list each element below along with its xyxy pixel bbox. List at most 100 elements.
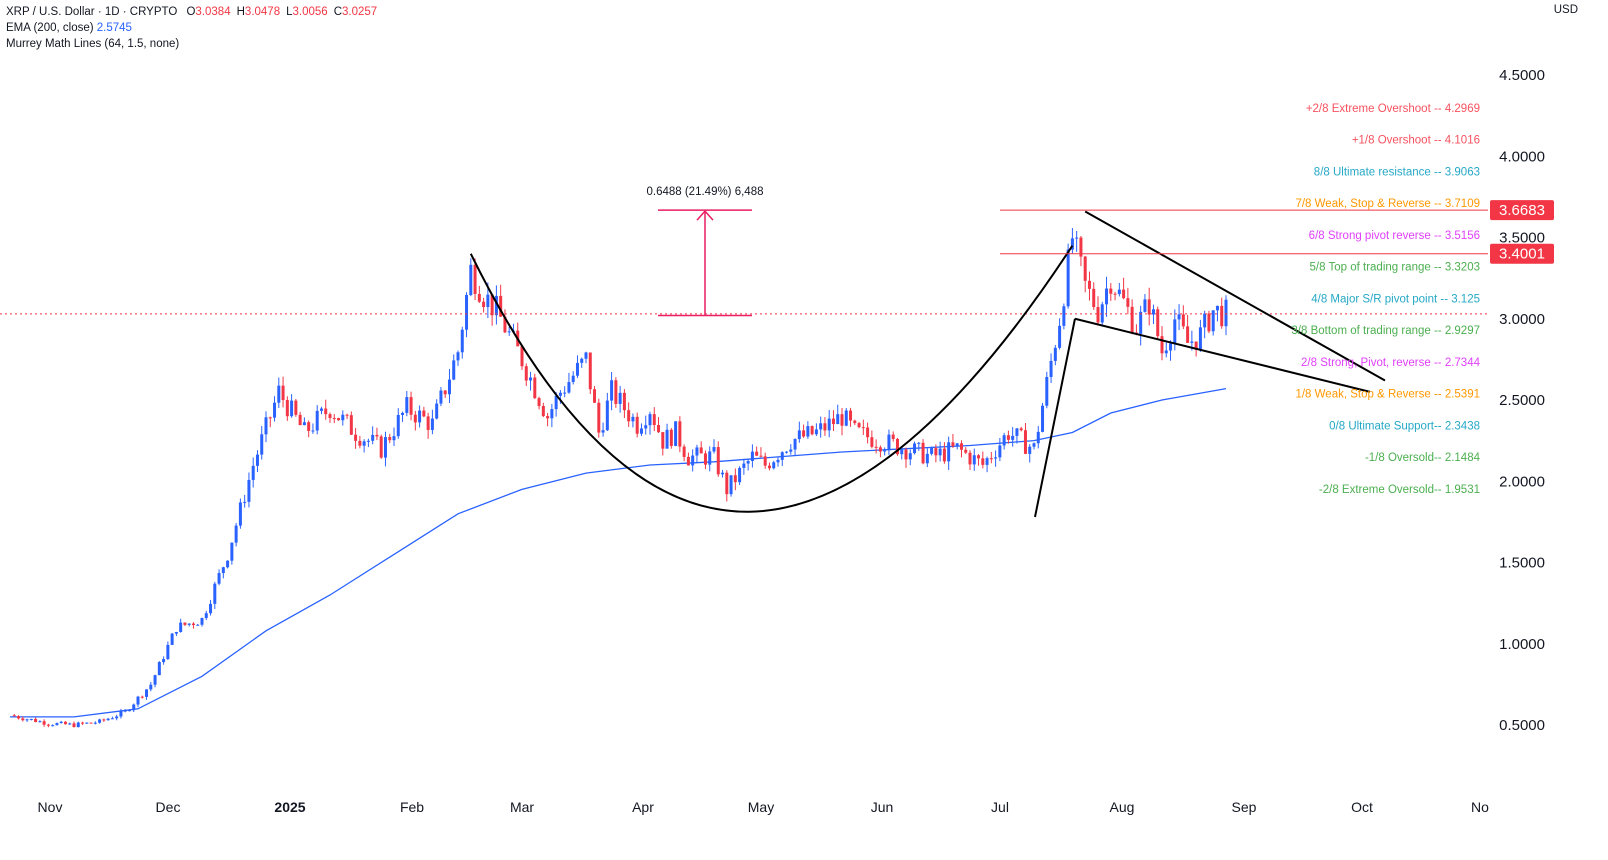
candle-body: [162, 659, 166, 663]
candle-body: [1194, 341, 1198, 350]
candle-body: [721, 472, 725, 475]
candle-body: [34, 718, 38, 723]
candle-body: [1164, 350, 1168, 354]
candle-body: [123, 710, 127, 712]
ema-line: [10, 387, 1227, 718]
candle-body: [1151, 309, 1155, 315]
murrey-line-label: -1/8 Oversold-- 2.1484: [1365, 452, 1481, 464]
candle-body: [763, 456, 767, 466]
candle-body: [1139, 311, 1143, 334]
candle-body: [567, 382, 571, 393]
candle-body: [725, 472, 729, 495]
x-tick-label: Jul: [991, 799, 1009, 815]
candle-body: [396, 414, 400, 437]
candle-body: [25, 719, 29, 721]
candle-body: [674, 421, 678, 446]
candle-body: [255, 454, 259, 466]
candle-body: [563, 392, 567, 394]
candle-body: [55, 723, 59, 726]
candle-body: [934, 448, 938, 456]
currency-label[interactable]: USD: [1553, 4, 1578, 16]
ohlc-value: 3.0257: [342, 6, 378, 18]
murrey-line-label: +1/8 Overshoot -- 4.1016: [1352, 135, 1480, 147]
ema-label[interactable]: EMA (200, close): [6, 22, 94, 34]
candle-body: [861, 427, 865, 429]
candle-body: [1079, 237, 1083, 257]
candle-body: [1156, 309, 1160, 337]
murrey-line-label: 7/8 Weak, Stop & Reverse -- 3.7109: [1295, 198, 1480, 210]
candle-body: [1203, 313, 1207, 328]
candle-body: [533, 377, 537, 399]
x-tick-label: 2025: [274, 799, 305, 815]
ema-value: 2.5745: [96, 22, 132, 34]
candle-body: [59, 721, 63, 724]
candle-body: [883, 450, 887, 452]
candle-body: [849, 410, 853, 421]
candle-body: [294, 400, 298, 415]
symbol-title[interactable]: XRP / U.S. Dollar · 1D · CRYPTO: [6, 6, 178, 18]
candle-body: [652, 414, 656, 425]
candle-body: [1186, 326, 1190, 343]
candle-body: [1011, 435, 1015, 440]
candle-body: [665, 429, 669, 449]
candle-body: [797, 430, 801, 440]
candle-body: [814, 429, 818, 435]
candle-body: [546, 416, 550, 419]
candle-body: [443, 390, 447, 395]
candle-body: [870, 437, 874, 447]
price-tag-label: 3.4001: [1499, 246, 1545, 263]
candle-body: [972, 455, 976, 465]
candle-body: [196, 624, 200, 626]
ema-row: EMA (200, close) 2.5745: [6, 20, 377, 36]
candle-body: [951, 442, 955, 447]
candle-body: [1028, 446, 1032, 454]
murrey-line-label: -2/8 Extreme Oversold-- 1.9531: [1319, 484, 1480, 496]
candle-body: [132, 704, 136, 711]
candle-body: [767, 465, 771, 469]
candle-body: [947, 442, 951, 462]
candle-body: [968, 452, 972, 465]
candle-body: [657, 424, 661, 433]
candle-body: [802, 430, 806, 437]
candle-body: [913, 443, 917, 454]
candle-body: [1100, 304, 1104, 323]
candle-body: [1053, 347, 1057, 361]
candle-body: [716, 447, 720, 475]
candle-body: [571, 375, 575, 383]
candle-body: [520, 346, 524, 367]
candle-body: [712, 447, 716, 452]
candle-body: [635, 416, 639, 434]
candle-body: [1147, 299, 1151, 315]
candle-body: [1190, 341, 1194, 343]
murrey-label[interactable]: Murrey Math Lines (64, 1.5, none): [6, 38, 180, 50]
candle-body: [639, 428, 643, 434]
candle-body: [166, 644, 170, 660]
candle-body: [473, 264, 477, 294]
murrey-line-label: 1/8 Weak, Stop & Reverse -- 2.5391: [1295, 389, 1480, 401]
candle-body: [1113, 293, 1117, 295]
candle-body: [1036, 431, 1040, 444]
candle-body: [703, 453, 707, 465]
candle-body: [1092, 288, 1096, 308]
candle-body: [345, 414, 349, 416]
candle-body: [136, 696, 140, 705]
candle-body: [1049, 360, 1053, 377]
candle-body: [930, 448, 934, 454]
candle-body: [174, 631, 178, 634]
candle-body: [38, 721, 42, 723]
candle-body: [793, 439, 797, 450]
candle-body: [1023, 430, 1027, 454]
candle-body: [840, 414, 844, 426]
candle-body: [699, 447, 703, 454]
candle-body: [648, 414, 652, 426]
candle-body: [102, 719, 106, 721]
x-tick-label: Sep: [1232, 799, 1257, 815]
candle-body: [925, 453, 929, 464]
candle-body: [537, 398, 541, 407]
candle-body: [1087, 280, 1091, 289]
candle-body: [776, 459, 780, 463]
candle-body: [409, 397, 413, 415]
candle-body: [750, 451, 754, 462]
